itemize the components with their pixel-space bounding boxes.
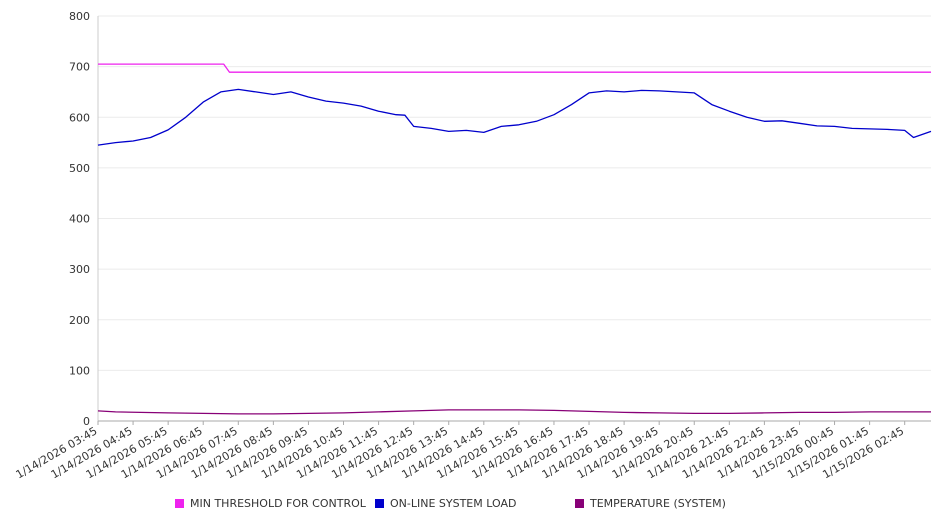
legend-label-min-threshold: MIN THRESHOLD FOR CONTROL xyxy=(190,497,366,510)
y-tick-label: 500 xyxy=(69,162,90,175)
y-tick-label: 700 xyxy=(69,61,90,74)
y-tick-label: 0 xyxy=(83,415,90,428)
legend: MIN THRESHOLD FOR CONTROL ON-LINE SYSTEM… xyxy=(0,497,946,515)
y-tick-label: 200 xyxy=(69,314,90,327)
y-tick-label: 300 xyxy=(69,263,90,276)
legend-swatch-min-threshold xyxy=(175,499,184,508)
axes xyxy=(97,16,931,422)
y-tick-label: 800 xyxy=(69,10,90,23)
series-lines xyxy=(97,63,932,415)
system-load-line xyxy=(97,88,932,146)
temperature-line xyxy=(97,409,931,415)
y-tick-label: 100 xyxy=(69,364,90,377)
legend-swatch-system-load xyxy=(375,499,384,508)
y-axis-ticks: 800 700 600 500 400 300 200 100 0 xyxy=(69,10,90,428)
legend-item-min-threshold[interactable]: MIN THRESHOLD FOR CONTROL xyxy=(175,497,366,510)
legend-swatch-temperature xyxy=(575,499,584,508)
grid-lines xyxy=(98,15,931,422)
legend-label-temperature: TEMPERATURE (SYSTEM) xyxy=(590,497,726,510)
legend-item-temperature[interactable]: TEMPERATURE (SYSTEM) xyxy=(575,497,726,510)
legend-item-system-load[interactable]: ON-LINE SYSTEM LOAD xyxy=(375,497,516,510)
min-threshold-line xyxy=(98,63,931,73)
x-axis-ticks: 1/14/2026 03:451/14/2026 04:451/14/2026 … xyxy=(14,421,906,481)
legend-label-system-load: ON-LINE SYSTEM LOAD xyxy=(390,497,517,510)
y-tick-label: 400 xyxy=(69,213,90,226)
y-tick-label: 600 xyxy=(69,111,90,124)
